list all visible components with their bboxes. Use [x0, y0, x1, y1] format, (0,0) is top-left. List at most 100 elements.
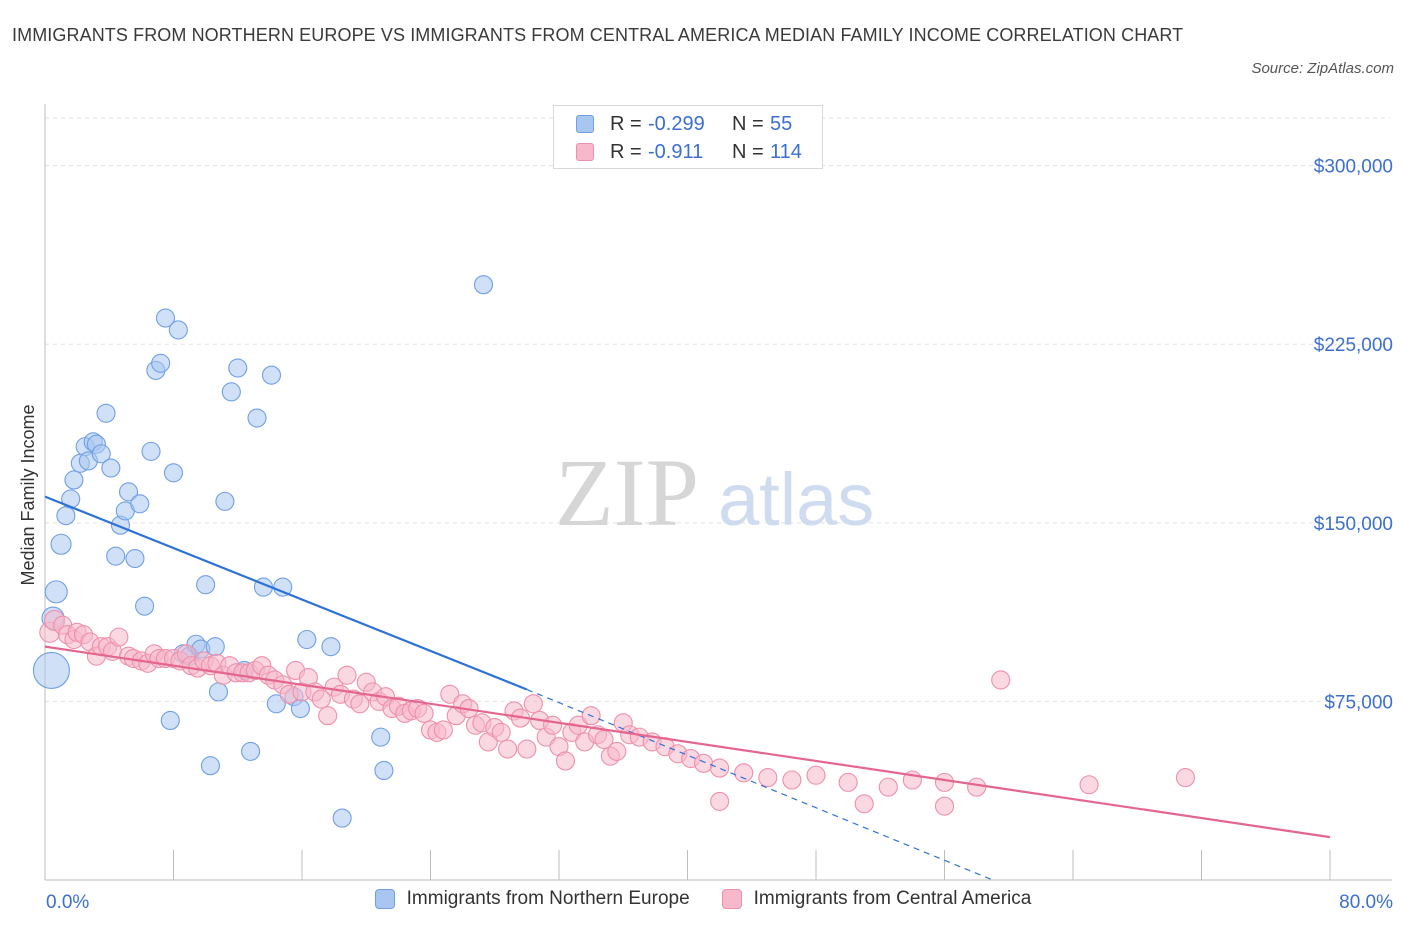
point-northern-europe: [215, 491, 235, 511]
stats-legend: R = -0.299 N = 55 R = -0.911 N = 114: [553, 105, 823, 169]
point-central-america: [694, 753, 714, 773]
point-central-america: [523, 694, 543, 714]
trend-lines: [44, 495, 1331, 881]
legend-swatch-northern-europe: [374, 889, 395, 909]
point-central-america: [934, 796, 955, 816]
r-label: R =: [610, 140, 642, 163]
point-northern-europe: [196, 575, 216, 595]
legend-label-central-america: Immigrants from Central America: [753, 888, 1032, 909]
point-central-america: [758, 768, 778, 788]
swatch-central-america: [576, 143, 594, 161]
r-value: -0.299: [648, 112, 705, 135]
point-central-america: [491, 722, 511, 742]
legend-swatch-central-america: [721, 889, 742, 909]
point-northern-europe: [473, 275, 494, 295]
trend-line-central-america: [44, 645, 1331, 839]
point-northern-europe: [50, 533, 72, 555]
point-northern-europe: [44, 580, 68, 604]
point-northern-europe: [32, 651, 70, 690]
point-central-america: [414, 703, 434, 723]
point-northern-europe: [155, 308, 176, 328]
point-northern-europe: [332, 808, 352, 828]
point-northern-europe: [221, 382, 241, 402]
series-central-america: [39, 609, 1195, 816]
point-central-america: [806, 765, 826, 785]
point-central-america: [440, 684, 460, 704]
point-northern-europe: [266, 694, 286, 714]
point-central-america: [337, 665, 357, 685]
grid-lines: [45, 117, 1390, 702]
point-central-america: [1175, 768, 1195, 788]
y-tick-label: $75,000: [1324, 692, 1393, 713]
point-northern-europe: [200, 756, 220, 776]
source-label: Source: ZipAtlas.com: [1251, 60, 1394, 77]
n-value: 114: [770, 140, 802, 163]
point-northern-europe: [56, 506, 76, 526]
point-central-america: [710, 758, 730, 778]
point-northern-europe: [160, 710, 180, 731]
x-tick-label: 0.0%: [46, 892, 89, 913]
x-tick-label: 80.0%: [1339, 892, 1393, 913]
trend-line-northern-europe-extension: [526, 688, 993, 881]
point-central-america: [734, 763, 754, 783]
point-central-america: [967, 777, 987, 797]
chart-title: IMMIGRANTS FROM NORTHERN EUROPE VS IMMIG…: [12, 25, 1184, 45]
point-central-america: [350, 694, 370, 714]
tick-labels: $75,000 $150,000 $225,000 $300,000 0.0% 80.0%: [46, 157, 1393, 913]
point-central-america: [991, 670, 1011, 690]
point-northern-europe: [261, 365, 282, 385]
r-label: R =: [610, 112, 642, 135]
y-axis-label: Median Family Income: [18, 404, 38, 585]
point-central-america: [109, 627, 129, 647]
point-northern-europe: [163, 463, 184, 483]
point-northern-europe: [125, 548, 145, 569]
legend-item-central-america[interactable]: Immigrants from Central America: [721, 888, 1032, 910]
stats-row-northern-europe: R = -0.299 N = 55: [576, 110, 810, 138]
point-northern-europe: [371, 727, 391, 747]
point-central-america: [433, 720, 453, 740]
point-northern-europe: [141, 441, 161, 461]
point-central-america: [1079, 775, 1099, 795]
point-northern-europe: [208, 682, 229, 702]
point-central-america: [854, 794, 874, 814]
point-central-america: [555, 751, 575, 771]
point-central-america: [498, 739, 518, 759]
trend-line-northern-europe: [44, 495, 528, 691]
n-label: N =: [732, 112, 764, 135]
point-northern-europe: [135, 596, 155, 616]
legend-label-northern-europe: Immigrants from Northern Europe: [406, 888, 690, 909]
swatch-northern-europe: [576, 115, 594, 133]
point-northern-europe: [247, 408, 267, 428]
series-northern-europe: [32, 275, 494, 828]
r-value: -0.911: [648, 140, 704, 163]
point-northern-europe: [151, 353, 171, 373]
point-northern-europe: [168, 320, 188, 340]
y-tick-label: $150,000: [1314, 514, 1393, 535]
point-northern-europe: [321, 637, 341, 657]
point-northern-europe: [96, 403, 116, 423]
point-northern-europe: [297, 629, 317, 650]
point-northern-europe: [101, 458, 121, 478]
axes: [44, 104, 1392, 881]
point-northern-europe: [241, 741, 261, 761]
point-central-america: [710, 791, 730, 811]
point-northern-europe: [374, 760, 394, 781]
point-central-america: [934, 772, 955, 792]
legend-item-northern-europe[interactable]: Immigrants from Northern Europe: [374, 888, 690, 910]
watermark-atlas: atlas: [718, 458, 874, 541]
watermark-zip: ZIP: [555, 439, 699, 546]
point-northern-europe: [228, 358, 248, 378]
point-central-america: [878, 777, 898, 797]
n-label: N =: [732, 140, 764, 163]
n-value: 55: [770, 112, 793, 135]
point-central-america: [838, 772, 858, 792]
point-central-america: [543, 715, 563, 735]
point-central-america: [607, 741, 627, 761]
point-northern-europe: [106, 546, 126, 566]
point-northern-europe: [64, 470, 84, 490]
series-legend: Immigrants from Northern Europe Immigran…: [0, 888, 1406, 910]
point-northern-europe: [130, 494, 150, 514]
y-tick-label: $225,000: [1314, 335, 1393, 356]
stats-row-central-america: R = -0.911 N = 114: [576, 138, 810, 166]
